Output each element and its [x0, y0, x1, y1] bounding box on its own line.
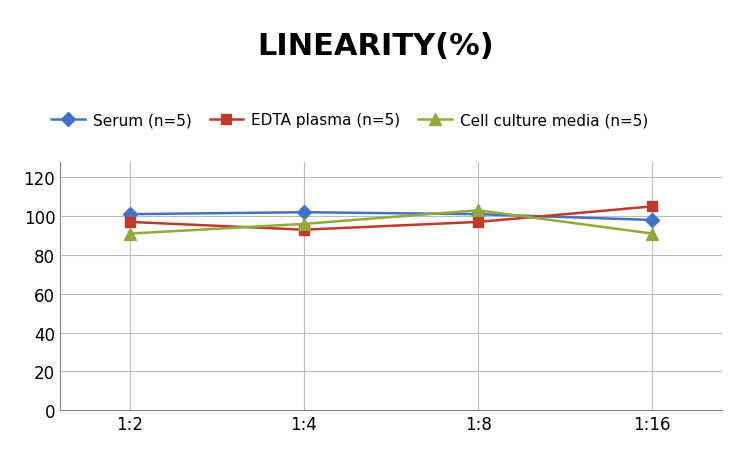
Serum (n=5)	[474, 212, 483, 217]
Cell culture media (n=5)	[126, 231, 135, 237]
Cell culture media (n=5)	[474, 208, 483, 213]
EDTA plasma (n=5)	[299, 227, 308, 233]
Serum (n=5)	[126, 212, 135, 217]
Line: Cell culture media (n=5): Cell culture media (n=5)	[124, 205, 658, 239]
EDTA plasma (n=5)	[474, 220, 483, 225]
Serum (n=5)	[299, 210, 308, 216]
Line: Serum (n=5): Serum (n=5)	[125, 208, 657, 226]
Legend: Serum (n=5), EDTA plasma (n=5), Cell culture media (n=5): Serum (n=5), EDTA plasma (n=5), Cell cul…	[45, 107, 654, 134]
Text: LINEARITY(%): LINEARITY(%)	[258, 32, 494, 60]
Cell culture media (n=5)	[299, 221, 308, 227]
EDTA plasma (n=5)	[647, 204, 656, 210]
Cell culture media (n=5)	[647, 231, 656, 237]
Serum (n=5)	[647, 218, 656, 223]
EDTA plasma (n=5)	[126, 220, 135, 225]
Line: EDTA plasma (n=5): EDTA plasma (n=5)	[125, 202, 657, 235]
